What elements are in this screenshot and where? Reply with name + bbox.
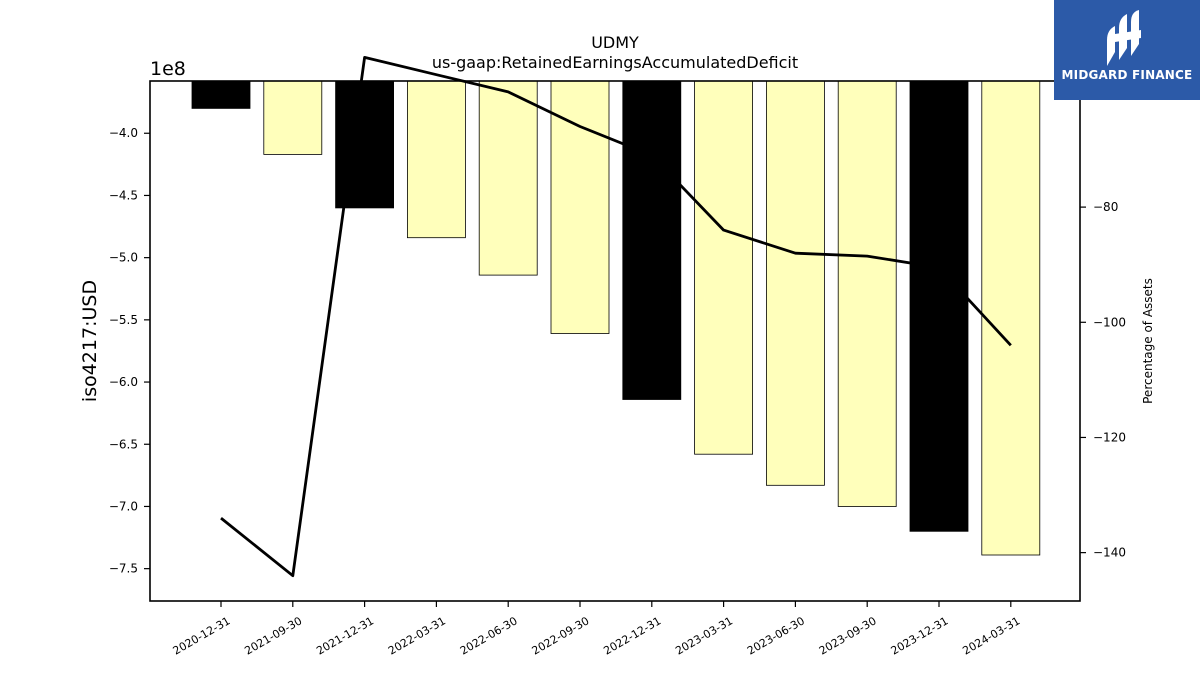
y-tick-label: −6.5 — [109, 437, 138, 451]
y2-tick-label: −100 — [1093, 315, 1126, 329]
bar-2021-12-31 — [335, 80, 395, 209]
plot-frame — [149, 80, 1081, 602]
y-offset-label: 1e8 — [150, 58, 186, 80]
x-tick-label: 2023-06-30 — [745, 614, 807, 657]
bar-2022-06-30 — [478, 80, 538, 276]
bar-2022-09-30 — [550, 80, 610, 334]
chart-title: UDMY — [591, 33, 639, 52]
brand-logo: MIDGARD FINANCE — [1054, 0, 1200, 100]
bar-2023-12-31 — [909, 80, 969, 532]
chart-subtitle: us-gaap:RetainedEarningsAccumulatedDefic… — [432, 53, 798, 72]
bar-2022-03-31 — [406, 80, 466, 239]
x-tick-label: 2022-03-31 — [386, 614, 448, 657]
x-tick-label: 2022-09-30 — [530, 614, 592, 657]
y-tick-label: −7.5 — [109, 562, 138, 576]
y2-tick-label: −80 — [1093, 200, 1118, 214]
x-tick-label: 2024-03-31 — [960, 614, 1022, 657]
bar-2022-12-31 — [622, 80, 682, 400]
x-tick-label: 2022-06-30 — [458, 614, 520, 657]
line-group — [220, 56, 1012, 578]
axes-group: −4.0 −4.5 −5.0 −5.5 −6.0 −6.5 −7.0 −7.5 −80 −100 −… — [109, 80, 1126, 658]
y-tick-label: −5.5 — [109, 313, 138, 327]
x-tick-label: 2023-03-31 — [673, 614, 735, 657]
y-tick-label: −4.0 — [109, 126, 138, 140]
x-tick-label: 2021-09-30 — [242, 614, 304, 657]
y-tick-label: −4.5 — [109, 188, 138, 202]
y2-axis-label: Percentage of Assets — [1141, 278, 1155, 404]
x-tick-label: 2020-12-31 — [171, 614, 233, 657]
x-tick-label: 2023-12-31 — [889, 614, 951, 657]
logo-text: MIDGARD FINANCE — [1061, 68, 1193, 82]
bar-2020-12-31 — [191, 80, 251, 109]
bar-2023-03-31 — [694, 80, 753, 455]
bar-2023-09-30 — [837, 80, 897, 507]
bar-2024-03-31 — [981, 80, 1041, 556]
y-tick-label: −5.0 — [109, 251, 138, 265]
y-tick-label: −7.0 — [109, 499, 138, 513]
x-tick-label: 2022-12-31 — [601, 614, 663, 657]
y-tick-label: −6.0 — [109, 375, 138, 389]
bar-2023-06-30 — [766, 80, 825, 486]
x-tick-label: 2021-12-31 — [314, 614, 376, 657]
x-tick-label: 2023-09-30 — [817, 614, 879, 657]
y2-tick-label: −140 — [1093, 546, 1126, 560]
bar-2021-09-30 — [263, 80, 323, 155]
bars-group — [191, 80, 1041, 556]
y2-tick-label: −120 — [1093, 430, 1126, 444]
percentage-line — [220, 56, 1012, 578]
y-axis-label: iso4217:USD — [79, 280, 101, 402]
logo-mark-icon — [1107, 10, 1141, 66]
